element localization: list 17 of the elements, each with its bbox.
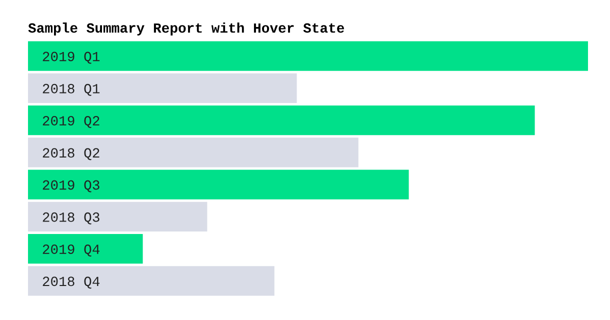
y-tick-label: 2019 Q1 [42,52,100,64]
y-tick-label: 2019 Q4 [42,244,100,256]
y-tick-label: 2019 Q3 [42,180,100,192]
bar [28,170,409,200]
y-tick-label: 2018 Q4 [42,276,100,289]
y-tick-label: 2019 Q2 [42,116,100,128]
bar [28,266,274,296]
bar [28,73,297,103]
y-tick-label: 2018 Q2 [42,148,100,160]
bar [28,234,143,264]
bar [28,41,588,71]
chart-title: Sample Summary Report with Hover State [28,22,344,36]
bar [28,106,535,136]
bar [28,138,358,168]
bar [28,202,208,232]
y-tick-label: 2018 Q3 [42,212,100,224]
y-tick-label: 2018 Q1 [42,84,100,96]
